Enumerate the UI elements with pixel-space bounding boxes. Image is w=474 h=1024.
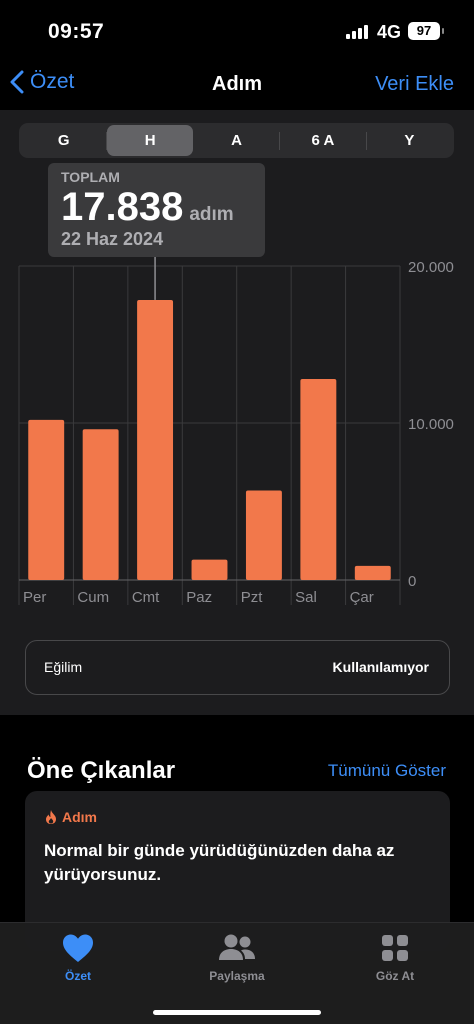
y-tick-label: 20.000 (408, 259, 454, 276)
chart-section: G H A 6 A Y 0 10.000 20.000 Per Cum Cmt Paz Pzt… (0, 110, 474, 715)
bar[interactable] (137, 299, 174, 580)
navigation-bar: Özet Adım Veri Ekle (0, 60, 474, 110)
tab-sharing-label: Paylaşma (209, 969, 265, 983)
x-tick-label: Sal (295, 589, 317, 606)
y-tick-label: 0 (408, 573, 416, 590)
tab-summary[interactable]: Özet (23, 931, 133, 983)
tab-bar: Özet Paylaşma Göz At (0, 922, 474, 1024)
x-tick-label: Cmt (132, 589, 160, 606)
x-tick-label: Çar (350, 589, 374, 606)
grid-icon (382, 935, 408, 961)
tab-sharing[interactable]: Paylaşma (182, 931, 292, 983)
x-tick-label: Per (23, 589, 46, 606)
segment-day[interactable]: G (57, 132, 70, 149)
selection-tooltip: TOPLAM 17.838 adım 22 Haz 2024 (48, 163, 265, 257)
home-indicator (153, 1010, 321, 1015)
tooltip-value: 17.838 (61, 185, 184, 229)
segment-divider (106, 131, 108, 150)
bar[interactable] (82, 429, 119, 580)
y-tick-label: 10.000 (408, 416, 454, 433)
bar[interactable] (300, 379, 337, 580)
bar[interactable] (28, 419, 65, 580)
trend-value: Kullanılamıyor (332, 659, 429, 675)
segment-divider (279, 131, 281, 150)
x-tick-label: Cum (77, 589, 109, 606)
segment-six-months[interactable]: 6 A (311, 132, 335, 149)
highlights-title: Öne Çıkanlar (27, 757, 176, 784)
highlights-section: Öne Çıkanlar Tümünü Göster Adım Normal b… (0, 715, 474, 951)
x-tick-label: Pzt (241, 589, 264, 606)
tooltip-unit: adım (189, 204, 234, 225)
bar[interactable] (354, 565, 391, 580)
status-bar: 09:57 4G 97 (0, 0, 474, 60)
card-tag: Adım (44, 809, 97, 825)
tab-browse-label: Göz At (375, 969, 415, 983)
time-range-segmented-control[interactable]: G H A 6 A Y (19, 123, 454, 158)
x-tick-label: Paz (186, 589, 212, 606)
back-button[interactable]: Özet (10, 70, 74, 94)
status-time: 09:57 (48, 20, 105, 43)
heart-icon (63, 934, 93, 962)
segment-year[interactable]: Y (404, 132, 415, 149)
steps-bar-chart[interactable]: 0 10.000 20.000 Per Cum Cmt Paz Pzt Sal Çar (0, 110, 474, 715)
trend-row[interactable]: Eğilim Kullanılamıyor (25, 640, 450, 695)
show-all-link[interactable]: Tümünü Göster (327, 761, 446, 780)
page-title: Adım (212, 73, 262, 95)
battery-icon: 97 (408, 22, 444, 40)
bar[interactable] (191, 559, 228, 580)
tooltip-date: 22 Haz 2024 (61, 229, 164, 249)
card-message: Normal bir günde yürüdüğünüzden daha az … (44, 841, 395, 884)
tooltip-label: TOPLAM (61, 169, 120, 185)
segment-week[interactable]: H (107, 125, 193, 156)
signal-icon (346, 25, 368, 39)
tab-browse[interactable]: Göz At (340, 931, 450, 983)
network-type: 4G (377, 22, 402, 42)
segment-divider (365, 131, 367, 150)
add-data-button[interactable]: Veri Ekle (375, 73, 454, 95)
segment-month[interactable]: A (231, 132, 242, 149)
flame-icon (46, 810, 56, 824)
tab-summary-label: Özet (64, 969, 91, 983)
back-label: Özet (30, 70, 75, 93)
bar[interactable] (245, 490, 282, 580)
people-icon (219, 934, 255, 960)
card-tag-label: Adım (62, 809, 97, 825)
chevron-left-icon (10, 70, 24, 94)
trend-label: Eğilim (44, 659, 83, 675)
